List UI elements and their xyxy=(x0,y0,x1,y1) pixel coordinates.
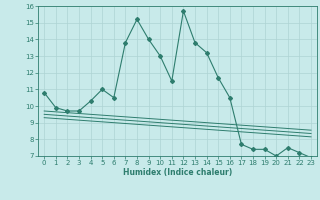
X-axis label: Humidex (Indice chaleur): Humidex (Indice chaleur) xyxy=(123,168,232,177)
